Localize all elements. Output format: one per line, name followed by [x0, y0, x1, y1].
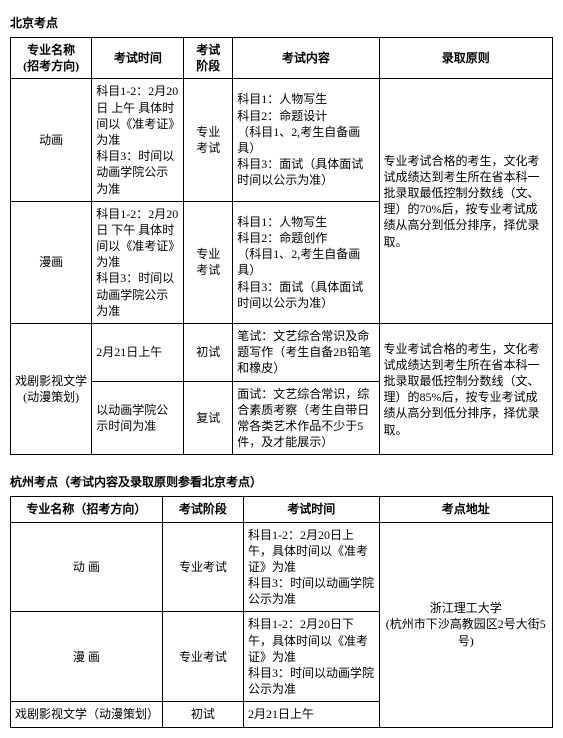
col-header: 考试阶段: [162, 497, 243, 522]
col-header: 考试时间: [92, 38, 184, 79]
cell: 漫 画: [11, 612, 163, 702]
table-row: 动画科目1-2：2月20日 上午 具体时间以《准考证》为准科目3：时间以动画学院…: [11, 79, 553, 201]
cell: 动 画: [11, 522, 163, 612]
cell: 浙江理工大学(杭州市下沙高教园区2号大街5号): [379, 522, 552, 727]
cell: 科目1-2：2月20日下午，具体时间以《准考证》为准科目3：时间以动画学院公示为…: [244, 612, 380, 702]
col-header: 考点地址: [379, 497, 552, 522]
col-header: 考试内容: [233, 38, 379, 79]
cell: 初试: [162, 702, 243, 727]
cell: 2月21日上午: [92, 324, 184, 382]
cell: 戏剧影视文学(动漫策划): [11, 324, 92, 455]
cell: 初试: [184, 324, 233, 382]
cell: 专业考试合格的考生，文化考试成绩达到考生所在省本科一批录取最低控制分数线（文、理…: [379, 324, 552, 455]
cell: 专业考试合格的考生，文化考试成绩达到考生所在省本科一批录取最低控制分数线（文、理…: [379, 79, 552, 324]
beijing-title: 北京考点: [10, 14, 553, 31]
cell: 2月21日上午: [244, 702, 380, 727]
cell: 复试: [184, 381, 233, 455]
cell: 科目1：人物写生科目2：命题设计（科目1、2,考生自备画具）科目3：面试（具体面…: [233, 79, 379, 201]
col-header: 考试时间: [244, 497, 380, 522]
cell: 以动画学院公示时间为准: [92, 381, 184, 455]
cell: 专业考试: [184, 201, 233, 323]
cell: 专业考试: [162, 522, 243, 612]
cell: 专业考试: [184, 79, 233, 201]
col-header: 专业名称（招考方向）: [11, 497, 163, 522]
beijing-table: 专业名称(招考方向)考试时间考试阶段考试内容录取原则 动画科目1-2：2月20日…: [10, 37, 553, 455]
cell: 科目1-2：2月20日上午，具体时间以《准考证》为准科目3：时间以动画学院公示为…: [244, 522, 380, 612]
cell: 笔试：文艺综合常识及命题写作（考生自备2B铅笔和橡皮）: [233, 324, 379, 382]
cell: 漫画: [11, 201, 92, 323]
cell: 科目1-2：2月20日 上午 具体时间以《准考证》为准科目3：时间以动画学院公示…: [92, 79, 184, 201]
cell: 面试：文艺综合常识，综合素质考察（考生自带日常各类艺术作品不少于5件，及才能展示…: [233, 381, 379, 455]
cell: 科目1-2：2月20日 下午 具体时间以《准考证》为准科目3：时间以动画学院公示…: [92, 201, 184, 323]
table-row: 戏剧影视文学(动漫策划)2月21日上午初试笔试：文艺综合常识及命题写作（考生自备…: [11, 324, 553, 382]
hangzhou-table: 专业名称（招考方向）考试阶段考试时间考点地址 动 画专业考试科目1-2：2月20…: [10, 496, 553, 727]
cell: 动画: [11, 79, 92, 201]
col-header: 专业名称(招考方向): [11, 38, 92, 79]
cell: 专业考试: [162, 612, 243, 702]
cell: 戏剧影视文学（动漫策划）: [11, 702, 163, 727]
hangzhou-title: 杭州考点（考试内容及录取原则参看北京考点）: [10, 473, 553, 490]
col-header: 考试阶段: [184, 38, 233, 79]
table-row: 动 画专业考试科目1-2：2月20日上午，具体时间以《准考证》为准科目3：时间以…: [11, 522, 553, 612]
col-header: 录取原则: [379, 38, 552, 79]
cell: 科目1：人物写生科目2：命题创作（科目1、2,考生自备画具）科目3：面试（具体面…: [233, 201, 379, 323]
